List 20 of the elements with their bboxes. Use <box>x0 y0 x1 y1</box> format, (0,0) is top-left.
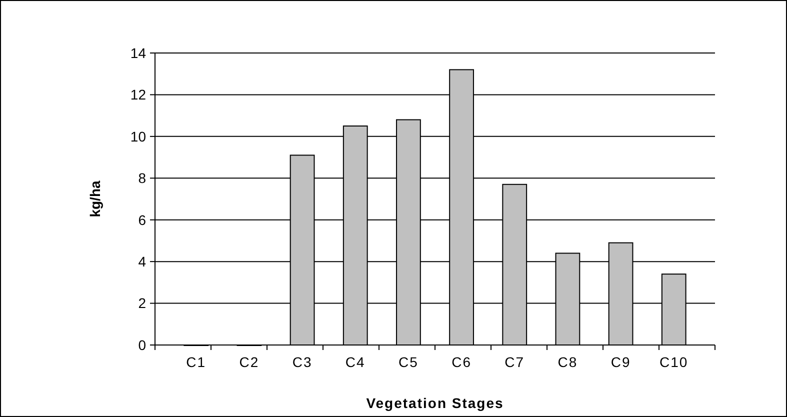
x-axis-title: Vegetation Stages <box>366 395 504 411</box>
x-tick-label: C2 <box>239 354 260 370</box>
y-tick-label: 14 <box>130 44 146 61</box>
y-tick-label: 6 <box>138 212 146 228</box>
x-tick-label: C3 <box>292 354 312 370</box>
x-tick-label: C9 <box>610 354 631 370</box>
y-tick-label: 12 <box>130 86 146 103</box>
y-tick-label: 4 <box>138 253 146 270</box>
x-tick-label: C8 <box>558 354 578 370</box>
y-axis-title: kg/ha <box>87 180 103 218</box>
y-tick-label: 10 <box>130 128 146 144</box>
y-tick-label: 2 <box>138 295 146 312</box>
x-tick-label: C4 <box>345 354 366 370</box>
y-tick-label: 8 <box>138 170 146 186</box>
x-tick-label: C7 <box>504 354 525 370</box>
x-tick-label: C10 <box>660 354 688 370</box>
x-tick-label: C6 <box>452 354 472 370</box>
x-tick-label: C1 <box>186 354 206 370</box>
y-tick-label: 0 <box>138 336 146 353</box>
x-tick-label: C5 <box>398 354 418 370</box>
